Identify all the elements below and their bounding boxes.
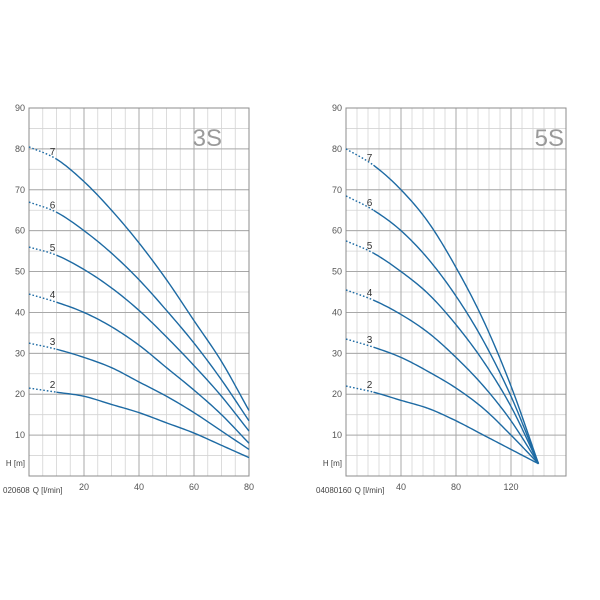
series-line-dotted-3 (28, 342, 57, 350)
y-tick-label: 50 (332, 267, 342, 277)
series-line-dotted-4 (345, 289, 374, 301)
series-line-5 (373, 252, 540, 465)
x-tick-label: 20 (79, 482, 89, 492)
y-tick-label: 20 (332, 389, 342, 399)
series-line-7 (56, 158, 250, 411)
chart-panel-3s: 10 20 30 40 50 60 70 80 90 20 40 60 80 H [m] 020608 Q [… (3, 103, 254, 495)
series-line-4 (56, 301, 250, 444)
series-label: 5 (50, 243, 56, 254)
y-tick-label: 80 (15, 144, 25, 154)
series-label: 2 (367, 380, 373, 391)
chart-title: 3S (193, 125, 222, 152)
x-axis-label: 04080160 Q [l/min] (316, 486, 384, 495)
series-label: 2 (50, 380, 56, 391)
y-tick-label: 30 (332, 348, 342, 358)
series-label: 3 (367, 335, 373, 346)
y-tick-label: 70 (332, 185, 342, 195)
series-line-dotted-6 (28, 201, 57, 213)
x-axis-start-text: 020608 (3, 486, 30, 495)
y-tick-label: 90 (332, 103, 342, 113)
series-label: 7 (50, 147, 56, 158)
y-tick-label: 40 (332, 307, 342, 317)
series-line-dotted-2 (28, 387, 57, 393)
series-label: 6 (50, 200, 56, 211)
series-line-3 (56, 348, 250, 451)
y-tick-label: 70 (15, 185, 25, 195)
y-tick-label: 30 (15, 348, 25, 358)
y-axis-label: H [m] (6, 459, 25, 468)
x-axis-unit: Q [l/min] (33, 486, 63, 495)
y-tick-label: 10 (15, 430, 25, 440)
x-tick-label: 40 (134, 482, 144, 492)
series-line-4 (373, 299, 540, 465)
series-line-dotted-2 (345, 385, 374, 393)
x-tick-label: 80 (244, 482, 254, 492)
series-label: 5 (367, 241, 373, 252)
series-line-2 (56, 391, 250, 459)
y-axis-label: H [m] (323, 459, 342, 468)
series-line-dotted-6 (345, 195, 374, 211)
plot-frame (345, 107, 567, 477)
x-tick-label: 120 (503, 482, 518, 492)
x-axis-unit: Q [l/min] (355, 486, 385, 495)
series-line-dotted-5 (345, 240, 374, 254)
x-tick-label: 60 (189, 482, 199, 492)
series-line-dotted-7 (345, 148, 374, 166)
series-line-dotted-3 (345, 338, 374, 348)
y-tick-label: 50 (15, 267, 25, 277)
series-line-dotted-7 (28, 146, 57, 160)
y-tick-label: 10 (332, 430, 342, 440)
series-line-3 (373, 346, 540, 465)
plot-frame (28, 107, 250, 477)
series-label: 6 (367, 198, 373, 209)
chart-title: 5S (535, 125, 564, 152)
series-line-6 (56, 211, 250, 422)
y-tick-label: 60 (332, 226, 342, 236)
series-label: 4 (50, 290, 56, 301)
grid-lines (345, 107, 567, 477)
y-tick-label: 20 (15, 389, 25, 399)
y-tick-label: 90 (15, 103, 25, 113)
chart-panel-5s: 10 20 30 40 50 60 70 80 90 40 80 120 H [m] 04080160 Q … (316, 103, 567, 495)
y-tick-label: 80 (332, 144, 342, 154)
series-line-2 (373, 391, 539, 465)
series-line-dotted-4 (28, 293, 57, 303)
x-tick-label: 40 (396, 482, 406, 492)
x-tick-label: 80 (451, 482, 461, 492)
series-line-5 (56, 254, 250, 432)
x-axis-label: 020608 Q [l/min] (3, 486, 62, 495)
series-label: 4 (367, 288, 373, 299)
y-tick-label: 60 (15, 226, 25, 236)
series-label: 3 (50, 337, 56, 348)
series-line-dotted-5 (28, 246, 57, 256)
x-axis-start-text: 04080160 (316, 486, 352, 495)
series-line-6 (373, 209, 540, 464)
y-tick-label: 40 (15, 307, 25, 317)
series-line-7 (373, 164, 540, 464)
series-label: 7 (367, 153, 373, 164)
